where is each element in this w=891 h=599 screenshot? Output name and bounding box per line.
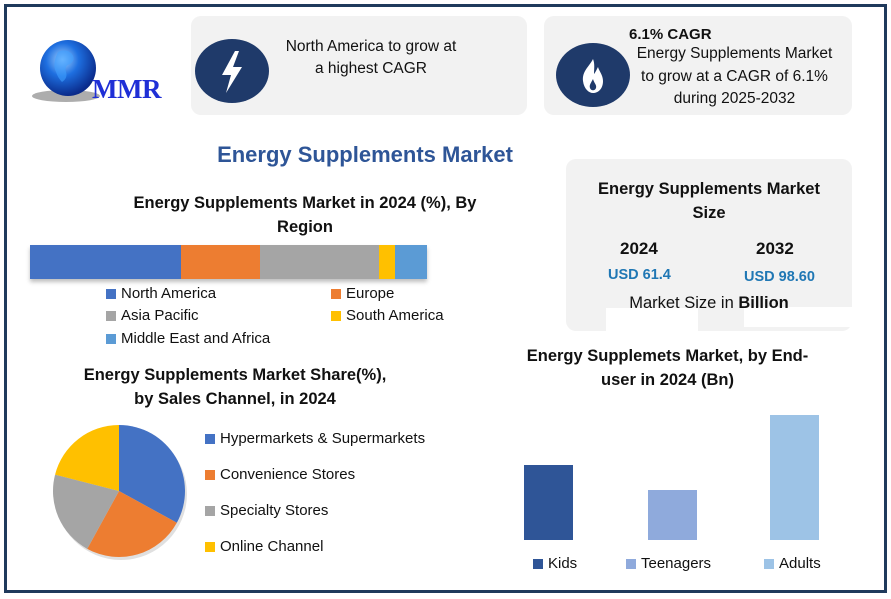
cagr-headline: 6.1% CAGR bbox=[629, 26, 712, 43]
legend-specialty-stores: Specialty Stores bbox=[205, 502, 328, 520]
region-chart-title: Energy Supplements Market in 2024 (%), B… bbox=[95, 191, 515, 239]
region-bar-segment-europe bbox=[180, 245, 261, 279]
legend-label: Adults bbox=[779, 555, 821, 572]
market-size-value-2024: USD 61.4 bbox=[608, 267, 671, 283]
legend-adults: Adults bbox=[764, 555, 821, 573]
cagr-line: to grow at a CAGR of 6.1% bbox=[641, 67, 828, 85]
market-size-year-2024: 2024 bbox=[620, 239, 658, 258]
highlight-line: North America to grow at bbox=[285, 38, 457, 55]
bar-teenagers bbox=[648, 490, 697, 540]
legend-label: Convenience Stores bbox=[220, 466, 356, 483]
legend-teenagers: Teenagers bbox=[626, 555, 711, 573]
legend-swatch bbox=[106, 289, 116, 299]
bar-adults bbox=[770, 415, 819, 540]
logo-text: MMR bbox=[92, 74, 161, 104]
pie-slice-online-channel bbox=[55, 425, 119, 491]
legend-hypermarkets: Hypermarkets & Supermarkets bbox=[205, 430, 425, 448]
highlight-card-north-america: North America to grow at a highest CAGR bbox=[191, 16, 527, 115]
pie-chart-title-line: Energy Supplements Market Share(%), bbox=[83, 366, 387, 384]
end-user-chart-title: Energy Supplemets Market, by End- user i… bbox=[505, 344, 830, 392]
market-size-footer-unit: Billion bbox=[738, 294, 789, 312]
region-chart-title-line: Region bbox=[277, 218, 333, 236]
cagr-line: Energy Supplements Market bbox=[636, 45, 833, 62]
lightning-bolt-icon bbox=[195, 39, 269, 103]
region-chart-title-line: Energy Supplements Market in 2024 (%), B… bbox=[133, 194, 477, 212]
globe-icon bbox=[32, 40, 100, 102]
end-user-chart-title-line: Energy Supplemets Market, by End- bbox=[526, 347, 809, 365]
mmr-logo: MMR bbox=[30, 38, 180, 108]
legend-swatch bbox=[205, 470, 215, 480]
legend-swatch bbox=[205, 506, 215, 516]
legend-swatch bbox=[626, 559, 636, 569]
pie-chart-title-line: by Sales Channel, in 2024 bbox=[134, 390, 336, 408]
cagr-text: Energy Supplements Market to grow at a C… bbox=[622, 43, 847, 111]
legend-kids: Kids bbox=[533, 555, 577, 573]
legend-north-america: North America bbox=[106, 285, 216, 303]
legend-label: Specialty Stores bbox=[220, 502, 329, 519]
market-size-title: Energy Supplements Market Size bbox=[566, 177, 852, 225]
legend-swatch bbox=[331, 289, 341, 299]
page-title: Energy Supplements Market bbox=[217, 142, 513, 167]
region-bar-segment-south-america bbox=[379, 245, 396, 279]
highlight-line: a highest CAGR bbox=[315, 60, 427, 77]
legend-label: Europe bbox=[346, 285, 395, 302]
legend-swatch bbox=[205, 434, 215, 444]
legend-label: Online Channel bbox=[220, 538, 324, 555]
legend-label: Hypermarkets & Supermarkets bbox=[220, 430, 426, 447]
legend-label: North America bbox=[121, 285, 217, 302]
market-size-year-2032: 2032 bbox=[756, 239, 794, 258]
legend-convenience-stores: Convenience Stores bbox=[205, 466, 355, 484]
legend-swatch bbox=[764, 559, 774, 569]
legend-swatch bbox=[331, 311, 341, 321]
legend-swatch bbox=[106, 311, 116, 321]
legend-label: Kids bbox=[548, 555, 578, 572]
market-size-card: Energy Supplements Market Size 2024 USD … bbox=[566, 159, 852, 331]
pie-slice-hypermarkets-supermarkets bbox=[119, 425, 185, 523]
region-stacked-bar bbox=[30, 245, 427, 279]
legend-south-america: South America bbox=[331, 307, 444, 325]
legend-label: Middle East and Africa bbox=[121, 330, 271, 347]
highlight-card-cagr: 6.1% CAGR Energy Supplements Market to g… bbox=[544, 16, 852, 115]
market-size-value-2032: USD 98.60 bbox=[744, 269, 815, 285]
legend-swatch bbox=[106, 334, 116, 344]
cagr-line: during 2025-2032 bbox=[673, 90, 796, 107]
legend-asia-pacific: Asia Pacific bbox=[106, 307, 199, 325]
legend-label: South America bbox=[346, 307, 444, 324]
legend-middle-east-africa: Middle East and Africa bbox=[106, 330, 270, 348]
pie-slice-convenience-stores bbox=[87, 491, 177, 557]
legend-swatch bbox=[533, 559, 543, 569]
legend-label: Asia Pacific bbox=[121, 307, 199, 324]
legend-label: Teenagers bbox=[641, 555, 712, 572]
flame-icon bbox=[556, 43, 630, 107]
highlight-text: North America to grow at a highest CAGR bbox=[266, 36, 476, 80]
market-size-title-line: Energy Supplements Market bbox=[598, 180, 820, 198]
region-bar-segment-middle-east-and-africa bbox=[395, 245, 427, 279]
end-user-bar-chart bbox=[524, 415, 819, 540]
end-user-chart-title-line: user in 2024 (Bn) bbox=[601, 371, 734, 389]
market-size-footer: Market Size in Billion bbox=[566, 294, 852, 313]
sales-channel-pie-chart bbox=[53, 425, 187, 560]
decorative-white-block bbox=[606, 308, 698, 331]
decorative-white-block bbox=[744, 307, 852, 327]
legend-online-channel: Online Channel bbox=[205, 538, 323, 556]
region-bar-segment-north-america bbox=[30, 245, 181, 279]
legend-europe: Europe bbox=[331, 285, 394, 303]
pie-chart-title: Energy Supplements Market Share(%), by S… bbox=[55, 363, 415, 411]
legend-swatch bbox=[205, 542, 215, 552]
market-size-title-line: Size bbox=[692, 204, 726, 222]
market-size-footer-text: Market Size in bbox=[629, 294, 739, 312]
region-bar-segment-asia-pacific bbox=[260, 245, 380, 279]
bar-kids bbox=[524, 465, 573, 540]
pie-slice-specialty-stores bbox=[53, 474, 119, 549]
